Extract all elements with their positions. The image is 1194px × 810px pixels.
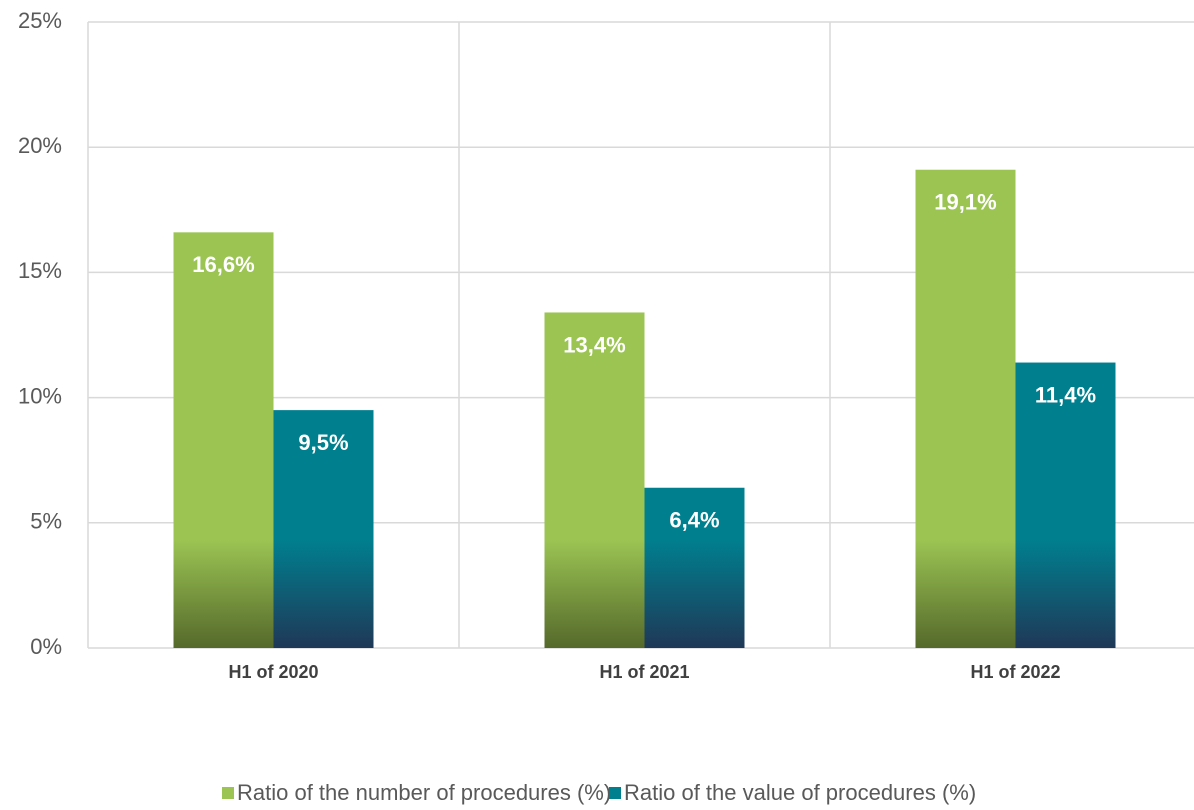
y-tick-label: 15% — [18, 258, 62, 283]
y-tick-label: 0% — [30, 634, 62, 659]
x-tick-label: H1 of 2020 — [228, 662, 318, 682]
bar — [273, 410, 374, 648]
value-label: 9,5% — [298, 430, 348, 455]
bar — [173, 232, 274, 648]
value-label: 13,4% — [563, 332, 625, 357]
value-label: 11,4% — [1035, 382, 1096, 407]
y-tick-label: 20% — [18, 133, 62, 158]
bar — [544, 312, 645, 648]
y-tick-label: 10% — [18, 383, 62, 408]
x-tick-label: H1 of 2021 — [599, 662, 689, 682]
legend-label: Ratio of the value of procedures (%) — [624, 780, 976, 805]
value-label: 19,1% — [934, 190, 996, 215]
x-tick-label: H1 of 2022 — [970, 662, 1060, 682]
y-tick-label: 25% — [18, 8, 62, 33]
bar — [644, 487, 745, 648]
bar — [1015, 362, 1116, 648]
legend-swatch — [222, 787, 234, 799]
legend-label: Ratio of the number of procedures (%) — [237, 780, 611, 805]
y-tick-label: 5% — [30, 509, 62, 534]
bar — [915, 169, 1016, 648]
legend-swatch — [609, 787, 621, 799]
value-label: 16,6% — [192, 252, 254, 277]
value-label: 6,4% — [669, 508, 719, 533]
